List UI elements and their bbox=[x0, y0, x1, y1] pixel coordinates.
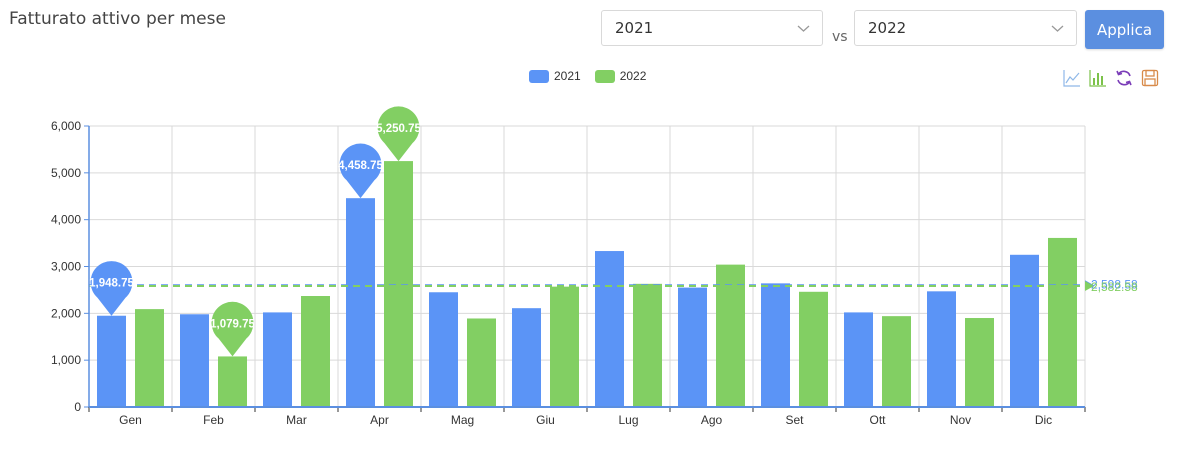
y-tick-label: 5,000 bbox=[51, 166, 81, 180]
bar-2022-Apr bbox=[384, 161, 413, 407]
y-tick-label: 6,000 bbox=[51, 119, 81, 133]
x-tick-label: Ago bbox=[701, 413, 723, 427]
restore-icon[interactable] bbox=[1115, 69, 1133, 87]
chart-toolbox bbox=[1063, 69, 1159, 87]
year-b-value: 2022 bbox=[868, 19, 907, 37]
x-tick-label: Nov bbox=[950, 413, 971, 427]
bar-chart-icon[interactable] bbox=[1089, 69, 1107, 87]
legend-swatch-2021 bbox=[529, 69, 549, 83]
min-marker-2021 bbox=[90, 261, 133, 316]
bar-2022-Ott bbox=[882, 316, 911, 407]
min-marker-2021-label: 1,948.75 bbox=[89, 278, 134, 290]
save-image-icon[interactable] bbox=[1141, 69, 1159, 87]
year-a-select[interactable]: 2021 bbox=[601, 10, 823, 46]
x-tick-label: Feb bbox=[203, 413, 224, 427]
line-chart-icon[interactable] bbox=[1063, 69, 1081, 87]
max-marker-2022 bbox=[377, 106, 420, 162]
x-tick-label: Gen bbox=[119, 413, 142, 427]
bar-2022-Mar bbox=[301, 296, 330, 407]
apply-button[interactable]: Applica bbox=[1085, 10, 1164, 49]
max-marker-2021-label: 4,458.75 bbox=[338, 160, 383, 172]
min-marker-2022 bbox=[211, 301, 254, 357]
x-tick-label: Apr bbox=[370, 413, 389, 427]
bar-2022-Dic bbox=[1048, 237, 1077, 407]
markers-layer: 4,458.75 1,948.75 5,250.75 1,079.75 bbox=[89, 106, 421, 357]
bar-2021-Gen bbox=[97, 315, 126, 407]
y-tick-label: 0 bbox=[74, 400, 81, 414]
bar-2021-Giu bbox=[512, 308, 541, 407]
y-tick-label: 4,000 bbox=[51, 213, 81, 227]
axis-layer: 0 1,000 2,000 3,000 4,000 5,000 6,000 Gen Feb Mar… bbox=[51, 119, 1086, 427]
max-marker-2021 bbox=[339, 143, 382, 199]
year-a-value: 2021 bbox=[615, 19, 654, 37]
average-label-2021: 2,598.58 bbox=[1091, 277, 1138, 291]
x-tick-label: Ott bbox=[869, 413, 886, 427]
bar-2022-Nov bbox=[965, 318, 994, 407]
bar-2022-Ago bbox=[716, 264, 745, 407]
bar-2021-Set bbox=[761, 283, 790, 407]
average-arrow-2022 bbox=[1085, 281, 1094, 292]
bar-2021-Nov bbox=[927, 291, 956, 407]
bar-2021-Mar bbox=[263, 312, 292, 407]
max-marker-2022-label: 5,250.75 bbox=[376, 123, 421, 135]
average-lines-layer: 2,598.582,582.58 bbox=[89, 277, 1138, 294]
page-title: Fatturato attivo per mese bbox=[9, 9, 226, 29]
bars-layer bbox=[97, 161, 1077, 407]
chart-legend: 2021 2022 bbox=[529, 69, 646, 83]
chevron-down-icon bbox=[797, 25, 810, 32]
legend-item-2022[interactable]: 2022 bbox=[594, 69, 647, 83]
year-b-select[interactable]: 2022 bbox=[854, 10, 1077, 46]
chevron-down-icon bbox=[1051, 25, 1064, 32]
legend-swatch-2022 bbox=[594, 69, 615, 83]
min-marker-2022-label: 1,079.75 bbox=[210, 318, 255, 330]
bar-2021-Ott bbox=[844, 312, 873, 407]
bar-2022-Lug bbox=[633, 283, 662, 407]
bar-2021-Dic bbox=[1010, 254, 1039, 407]
bar-2022-Mag bbox=[467, 318, 496, 407]
bar-2021-Mag bbox=[429, 292, 458, 407]
bar-2021-Lug bbox=[595, 251, 624, 407]
bar-2021-Feb bbox=[180, 314, 209, 407]
x-tick-label: Dic bbox=[1035, 413, 1052, 427]
bar-2022-Set bbox=[799, 291, 828, 407]
legend-label-2021: 2021 bbox=[554, 69, 581, 83]
legend-label-2022: 2022 bbox=[619, 69, 647, 83]
x-tick-label: Giu bbox=[536, 413, 555, 427]
x-tick-label: Lug bbox=[618, 413, 638, 427]
vs-label: vs bbox=[832, 29, 848, 45]
bar-2021-Apr bbox=[346, 198, 375, 407]
x-tick-label: Set bbox=[785, 413, 804, 427]
bar-2022-Giu bbox=[550, 286, 579, 407]
bar-2022-Gen bbox=[135, 309, 164, 407]
y-tick-label: 1,000 bbox=[51, 353, 81, 367]
y-tick-label: 2,000 bbox=[51, 306, 81, 320]
legend-item-2021[interactable]: 2021 bbox=[529, 69, 581, 83]
bar-2022-Feb bbox=[218, 356, 247, 407]
y-tick-label: 3,000 bbox=[51, 260, 81, 274]
bar-2021-Ago bbox=[678, 287, 707, 407]
x-tick-label: Mar bbox=[286, 413, 307, 427]
average-label-2022: 2,582.58 bbox=[1091, 280, 1138, 294]
x-tick-label: Mag bbox=[451, 413, 474, 427]
